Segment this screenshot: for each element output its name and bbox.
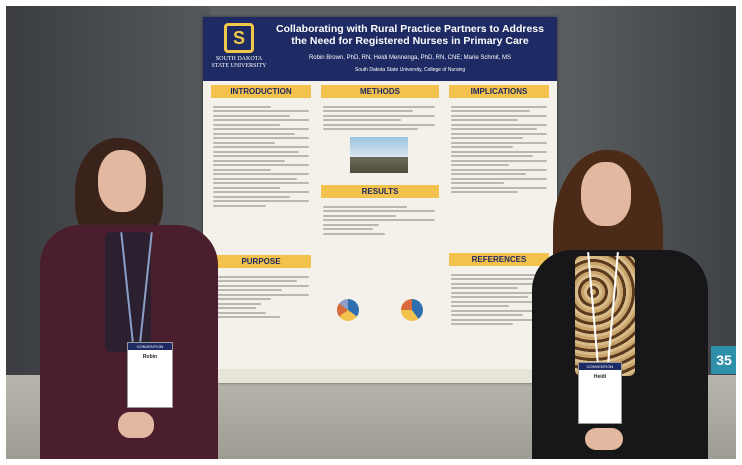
booth-number-sign: 35 — [711, 346, 737, 374]
poster-header: S SOUTH DAKOTA STATE UNIVERSITY Collabor… — [203, 17, 557, 81]
presenter-right-badge-name: Heidi — [593, 374, 607, 380]
logo-mark: S — [224, 23, 254, 53]
poster-title: Collaborating with Rural Practice Partne… — [275, 23, 544, 47]
section-results: RESULTS — [321, 185, 439, 198]
presenter-left-badge: CONVENTION Robin — [127, 342, 173, 408]
section-references: REFERENCES — [449, 253, 549, 266]
implications-text — [451, 103, 547, 196]
presenter-right-badge-band: CONVENTION — [579, 363, 621, 370]
purpose-text — [213, 273, 309, 321]
presenter-right-leopard-top — [575, 256, 635, 376]
section-methods: METHODS — [321, 85, 439, 98]
introduction-text — [213, 103, 309, 209]
presenter-left-hands — [118, 412, 154, 438]
presenter-right-hands — [585, 428, 623, 450]
methods-text — [323, 103, 435, 133]
references-text — [451, 271, 547, 328]
section-introduction: INTRODUCTION — [211, 85, 311, 98]
presenter-right-face — [581, 162, 631, 226]
logo-text-line1: SOUTH DAKOTA — [215, 56, 263, 62]
results-pie-chart-2 — [401, 299, 423, 321]
poster-acknowledgement-strip — [203, 369, 557, 383]
university-logo: S SOUTH DAKOTA STATE UNIVERSITY — [209, 21, 269, 77]
presenter-left-badge-name: Robin — [142, 354, 158, 360]
presenter-left-badge-band: CONVENTION — [128, 343, 172, 350]
results-pie-chart-1 — [337, 299, 359, 321]
research-poster: S SOUTH DAKOTA STATE UNIVERSITY Collabor… — [203, 17, 557, 383]
presenter-right-badge: CONVENTION Heidi — [578, 362, 622, 424]
section-implications: IMPLICATIONS — [449, 85, 549, 98]
section-purpose: PURPOSE — [211, 255, 311, 268]
presenter-left-face — [98, 150, 146, 212]
logo-text-line2: STATE UNIVERSITY — [211, 63, 267, 69]
poster-authors: Robin Brown, PhD, RN; Heidi Mennenga, Ph… — [308, 55, 512, 61]
clinic-photo — [350, 137, 408, 173]
poster-affiliation: South Dakota State University, College o… — [354, 67, 466, 73]
results-text — [323, 203, 435, 237]
